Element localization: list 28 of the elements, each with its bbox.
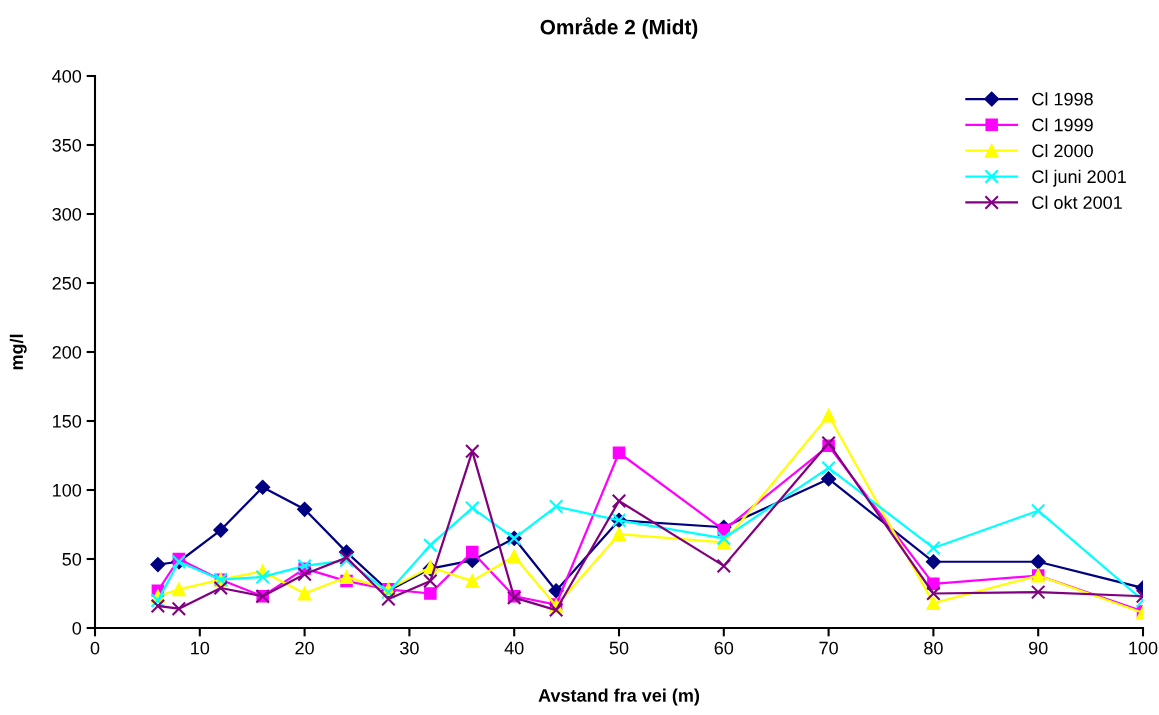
- x-tick-label: 60: [714, 641, 734, 655]
- x-tick-label: 30: [400, 641, 419, 655]
- y-tick-label: 100: [53, 483, 82, 497]
- x-axis-title: Avstand fra vei (m): [538, 688, 700, 706]
- y-tick-label: 50: [62, 552, 82, 566]
- x-tick-label: 70: [819, 641, 838, 655]
- x-tick-label: 50: [609, 641, 629, 655]
- legend-label: Cl 1998: [1032, 92, 1093, 106]
- legend-label: Cl juni 2001: [1032, 169, 1126, 187]
- legend-label: Cl okt 2001: [1032, 195, 1122, 209]
- x-tick-label: 10: [191, 641, 210, 655]
- x-tick-label: 40: [504, 641, 524, 655]
- chart-title: Område 2 (Midt): [540, 17, 698, 39]
- y-tick-label: 0: [72, 621, 82, 635]
- y-axis-title: mg/l: [9, 334, 27, 370]
- x-tick-label: 0: [90, 641, 100, 655]
- x-tick-label: 100: [1129, 641, 1158, 655]
- x-tick-label: 20: [295, 641, 314, 655]
- legend-label: Cl 1999: [1032, 118, 1093, 132]
- y-tick-label: 250: [52, 276, 82, 290]
- x-tick-label: 80: [924, 641, 943, 655]
- x-tick-label: 90: [1029, 641, 1048, 655]
- legend-label: Cl 2000: [1032, 143, 1093, 158]
- y-tick-label: 350: [52, 138, 82, 152]
- y-tick-label: 300: [52, 207, 82, 221]
- y-tick-label: 150: [53, 414, 82, 428]
- y-tick-label: 400: [52, 69, 82, 83]
- y-tick-label: 200: [52, 345, 82, 359]
